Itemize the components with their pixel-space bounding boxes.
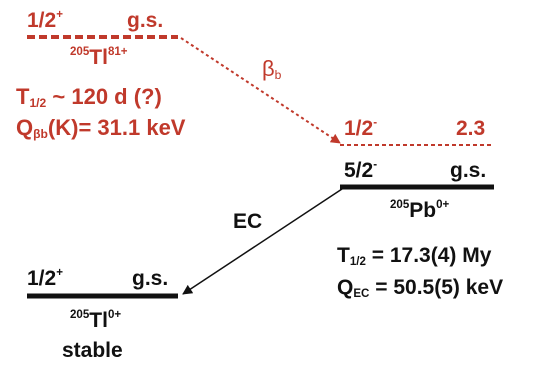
pb205-excited-spin: 1/2- [344, 116, 378, 140]
pb205-nuclide: 205Pb0+ [390, 198, 450, 222]
tl205-ion-halflife: T1/2 ~ 120 d (?) [16, 84, 162, 111]
pb205-q-value: QEC = 50.5(5) keV [337, 276, 504, 300]
tl205-status: stable [62, 339, 123, 362]
pb205-halflife: T1/2 = 17.3(4) My [337, 244, 492, 268]
pb205-excited-energy: 2.3 [456, 117, 486, 140]
pb205-gs-label: g.s. [450, 159, 487, 182]
beta-b-arrow [180, 37, 341, 144]
ec-arrow [182, 188, 343, 295]
tl205-gs-spin: 1/2+ [27, 266, 63, 290]
tl205-nuclide: 205Tl0+ [70, 308, 122, 332]
tl205-gs-label: g.s. [132, 267, 169, 290]
beta-b-label: βb [262, 56, 282, 83]
ec-label: EC [233, 210, 263, 233]
tl205-ion-gs-label: g.s. [127, 9, 164, 32]
pb205-gs-spin: 5/2- [344, 158, 378, 182]
tl205-ion-q-value: Qβb(K)= 31.1 keV [16, 115, 186, 142]
tl205-ion-spin: 1/2+ [27, 8, 63, 32]
tl205-ion-nuclide: 205Tl81+ [70, 45, 128, 69]
